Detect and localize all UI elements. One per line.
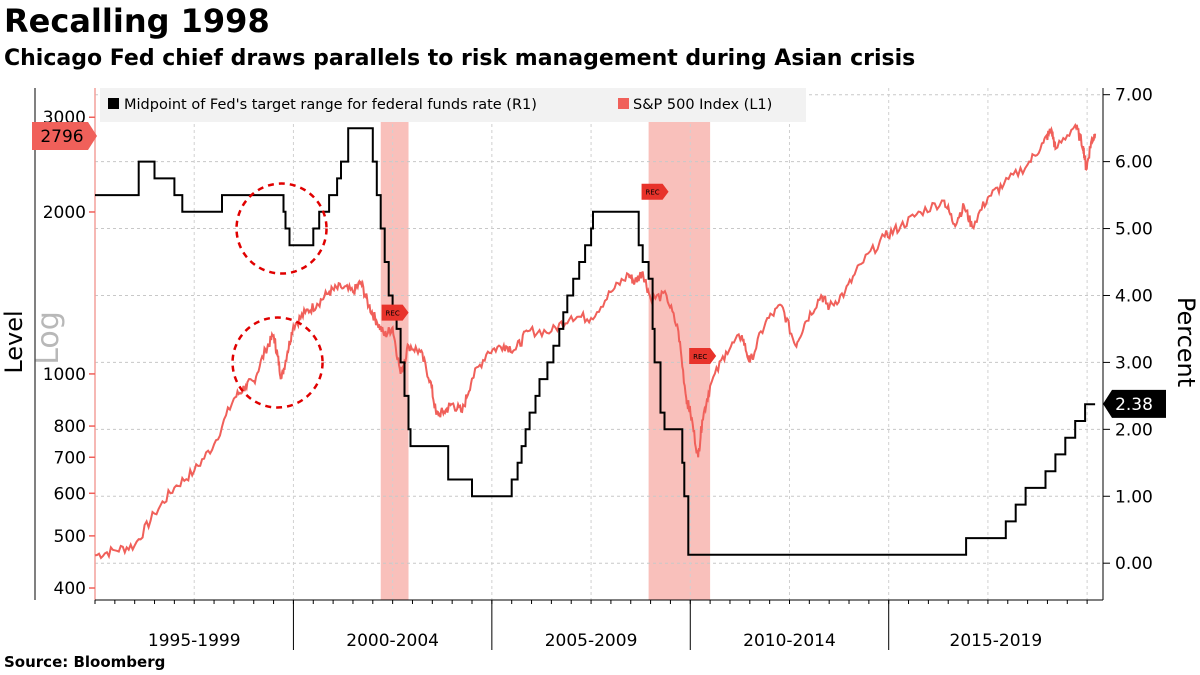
rec-marker-label-2: REC	[693, 353, 707, 361]
chart-subtitle: Chicago Fed chief draws parallels to ris…	[4, 46, 916, 71]
annotation-circle-1	[231, 316, 324, 409]
x-tick-label-2: 2005-2009	[545, 631, 638, 651]
last-value-tag-fed-rate	[1103, 389, 1166, 418]
x-tick-label-1: 2000-2004	[346, 631, 439, 651]
left-tick-label-5: 1000	[43, 365, 86, 385]
legend-swatch-fed-rate	[108, 98, 119, 109]
left-tick-label-6: 2000	[43, 203, 86, 223]
right-tick-label-0: 0.00	[1115, 554, 1153, 574]
log-scale-label: Log	[31, 311, 66, 365]
sp500-line	[94, 122, 1097, 560]
gridlines	[95, 88, 1103, 600]
left-tick-label-1: 500	[54, 527, 86, 547]
left-axis-title: Level	[0, 310, 28, 373]
x-axis-ticks: 1995-1999 2000-2004 2005-2009 2010-2014 2015…	[94, 600, 1088, 651]
x-tick-label-3: 2010-2014	[743, 631, 836, 651]
x-tick-label-0: 1995-1999	[148, 631, 241, 651]
right-tick-label-7: 7.00	[1115, 86, 1153, 106]
rec-marker-0	[381, 304, 409, 321]
last-value-tags: 2796 2.38	[32, 122, 1166, 418]
right-axis-title: Percent	[1172, 297, 1200, 387]
legend: Midpoint of Fed's target range for feder…	[100, 88, 806, 122]
rec-marker-label-0: REC	[386, 310, 400, 318]
right-tick-label-4: 4.00	[1115, 286, 1153, 306]
last-value-text-fed-rate: 2.38	[1115, 395, 1153, 415]
right-tick-label-3: 3.00	[1115, 353, 1153, 373]
rec-marker-2	[689, 347, 717, 364]
legend-label-sp500: S&P 500 Index (L1)	[633, 97, 772, 113]
annotations	[231, 182, 328, 409]
rec-marker-1	[641, 183, 669, 200]
last-value-tag-sp500	[32, 122, 97, 150]
last-value-text-sp500: 2796	[40, 127, 83, 147]
legend-swatch-sp500	[618, 98, 629, 109]
left-tick-label-2: 600	[54, 484, 86, 504]
legend-background	[100, 88, 806, 122]
axis-labels: Level Log Percent	[0, 297, 1200, 387]
left-tick-label-4: 800	[54, 417, 86, 437]
left-tick-label-0: 400	[54, 579, 86, 599]
rec-marker-label-1: REC	[645, 189, 659, 197]
left-tick-label-3: 700	[54, 448, 86, 468]
right-tick-label-1: 1.00	[1115, 487, 1153, 507]
x-tick-label-4: 2015-2019	[950, 631, 1043, 651]
annotation-circle-0	[235, 182, 328, 275]
recession-bands	[380, 88, 711, 600]
right-tick-label-5: 5.00	[1115, 220, 1153, 240]
axes	[34, 88, 1104, 601]
series-lines	[94, 122, 1097, 560]
right-tick-label-2: 2.00	[1115, 420, 1153, 440]
chart-title: Recalling 1998	[4, 2, 270, 40]
source-note: Source: Bloomberg	[4, 653, 166, 671]
legend-label-fed-rate: Midpoint of Fed's target range for feder…	[124, 97, 537, 113]
right-axis-ticks: 0.00 1.00 2.00 3.00 4.00 5.00 6.00 7.00	[1103, 86, 1153, 574]
fed-rate-line	[95, 127, 1096, 556]
right-tick-label-6: 6.00	[1115, 153, 1153, 173]
